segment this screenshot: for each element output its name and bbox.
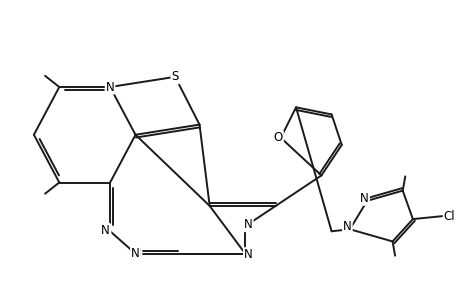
Text: N: N (106, 80, 114, 94)
Text: O: O (273, 131, 282, 144)
Text: N: N (101, 224, 109, 237)
Text: N: N (243, 248, 252, 261)
Text: N: N (101, 225, 110, 238)
Text: N: N (342, 220, 351, 233)
Text: N: N (243, 218, 252, 231)
Text: N: N (132, 246, 141, 259)
Text: S: S (171, 70, 179, 83)
Text: N: N (359, 192, 368, 205)
Text: Cl: Cl (442, 209, 454, 223)
Text: N: N (131, 247, 140, 260)
